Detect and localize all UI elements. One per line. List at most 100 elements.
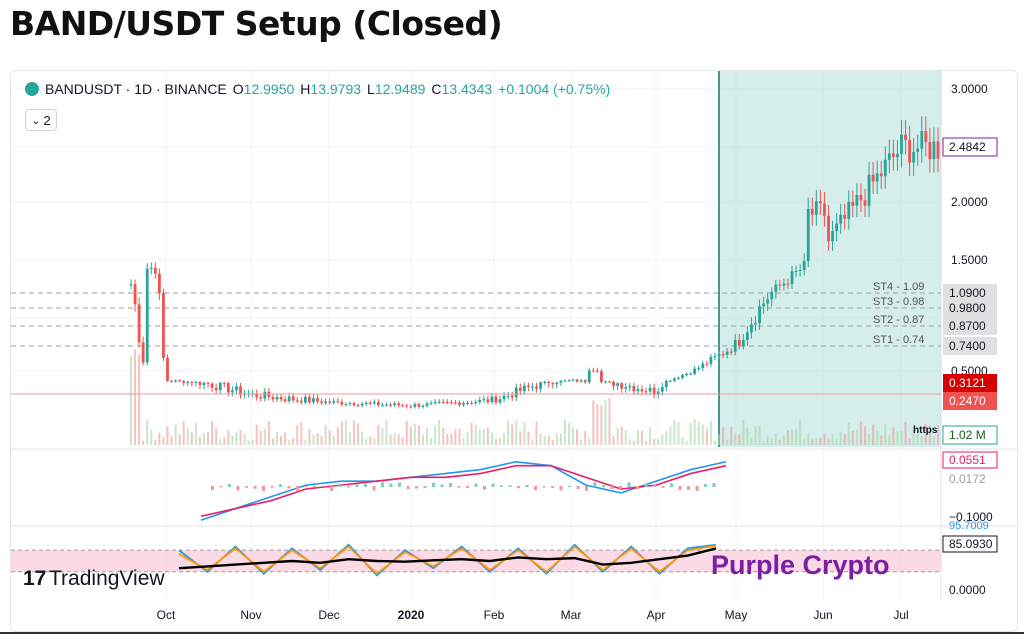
macd-histogram-bar [559, 486, 563, 491]
candle-body [559, 380, 563, 383]
candle-body [705, 363, 709, 365]
macd-histogram-bar [262, 486, 265, 491]
support-label: ST1 - 0.74 [873, 334, 924, 346]
candle-body [571, 379, 575, 381]
volume-bar [178, 434, 181, 445]
volume-bar [616, 428, 619, 445]
candle-body [478, 400, 482, 403]
macd-histogram-bar [338, 483, 342, 487]
macd-histogram-bar [313, 486, 316, 488]
price-tag-bg [943, 284, 997, 302]
url-fragment: https [913, 425, 938, 436]
volume-bar [409, 427, 412, 445]
candle-body [693, 368, 697, 374]
candle-body [474, 402, 478, 404]
candle-body [157, 273, 161, 293]
volume-bar [896, 431, 899, 445]
volume-bar [645, 440, 648, 445]
time-tick: May [725, 608, 748, 622]
candle-body [689, 373, 693, 375]
stoch-line [178, 547, 717, 570]
legend-symbol[interactable]: BANDUSDT · 1D · BINANCE [45, 81, 227, 97]
macd-histogram-bar [321, 485, 325, 487]
volume-bar [551, 439, 554, 445]
volume-bar [766, 435, 769, 445]
macd-histogram-bar [644, 484, 648, 487]
volume-bar [158, 432, 161, 445]
volume-bar [219, 439, 222, 445]
candle-body [498, 399, 502, 403]
volume-bar [572, 427, 575, 445]
close-value: 13.4343 [441, 81, 493, 97]
candle-body [668, 380, 672, 382]
volume-bar [835, 438, 838, 445]
volume-bar [259, 430, 262, 445]
volume-bar [539, 433, 542, 445]
volume-bar [843, 434, 846, 445]
macd-histogram-bar [432, 482, 435, 487]
candle-body [887, 153, 891, 160]
volume-bar [519, 431, 522, 445]
macd-tag-bg [942, 451, 998, 469]
indicators-toggle[interactable]: ⌄ 2 [25, 109, 57, 131]
chart-panel[interactable]: ST4 - 1.09 ST3 - 0.98 ST2 - 0.87 ST1 - 0.74… [10, 70, 1018, 632]
candle-body [409, 406, 413, 408]
volume-bar [527, 431, 530, 445]
macd-histogram-bar [653, 484, 656, 487]
candle-body [818, 201, 822, 204]
candle-body [210, 383, 214, 388]
candle-body [332, 401, 336, 403]
macd-histogram-bar [236, 486, 240, 491]
volume-bar [462, 438, 465, 445]
candle-body [490, 396, 494, 403]
price-tick: 3.0000 [951, 82, 988, 96]
price-axis: 3.00002.00001.50000.50002.48421.09000.98… [942, 82, 998, 597]
volume-bar [738, 434, 741, 445]
volume-bar [584, 430, 587, 445]
volume-bar [661, 434, 664, 445]
volume-bar [231, 435, 234, 445]
volume-bar [827, 438, 830, 445]
candle-body [908, 140, 912, 163]
candle-body [429, 402, 433, 404]
candle-body [600, 371, 603, 383]
candle-body [798, 269, 802, 272]
candle-body [433, 401, 437, 403]
candle-body [563, 380, 567, 382]
volume-bar [916, 431, 919, 445]
candle-body [153, 267, 157, 274]
volume-bar [543, 435, 546, 445]
candle-body [368, 402, 372, 404]
chart-canvas[interactable]: ST4 - 1.09 ST3 - 0.98 ST2 - 0.87 ST1 - 0.74… [11, 71, 1017, 631]
volume-bar [401, 437, 404, 445]
volume-bars [130, 349, 939, 445]
volume-bar [239, 429, 242, 445]
macd-histogram-bar [670, 483, 673, 487]
price-tag-label: 0.2470 [949, 394, 986, 408]
price-tag-bg [943, 299, 997, 317]
volume-bar [430, 438, 433, 445]
candle-body [376, 401, 380, 406]
candle-body [673, 378, 676, 381]
volume-bar [280, 436, 283, 445]
volume-bar [689, 422, 692, 445]
candle-body [928, 142, 932, 160]
volume-bar [499, 437, 502, 445]
candle-body [454, 402, 457, 404]
volume-bar [438, 419, 441, 445]
volume-bar [450, 433, 453, 445]
time-tick: Dec [318, 608, 339, 622]
volume-bar [580, 439, 583, 445]
volume-bar [531, 439, 534, 445]
volume-bar [353, 420, 356, 445]
macd-histogram-bar [270, 486, 274, 488]
volume-bar [223, 437, 226, 445]
candle-body [717, 354, 721, 357]
candle-body [551, 383, 555, 385]
macd-histogram-bar [364, 483, 367, 487]
volume-bar [511, 424, 514, 445]
candle-body [835, 223, 839, 232]
macd-histogram-bar [593, 482, 597, 487]
candle-body [271, 397, 275, 400]
price-tick: 1.5000 [951, 253, 988, 267]
